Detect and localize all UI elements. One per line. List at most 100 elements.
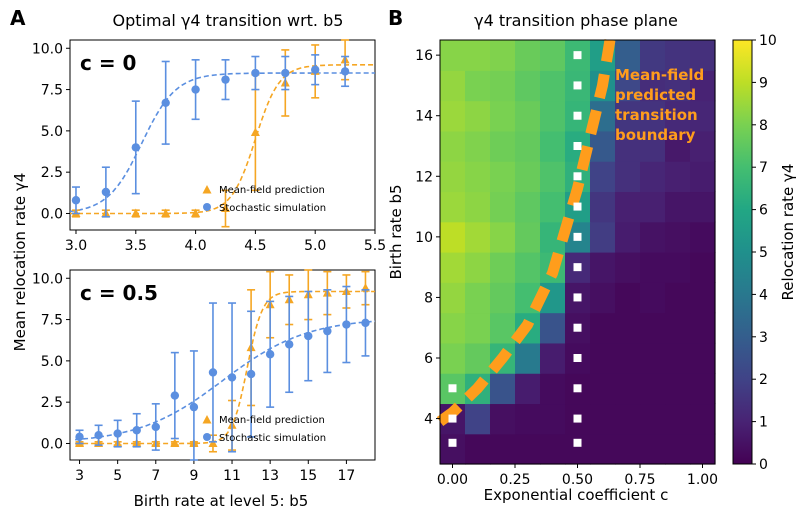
- colorbar-tick-label: 2: [759, 372, 768, 388]
- legend-label-mean-field: Mean-field prediction: [219, 415, 325, 426]
- heatmap-cell: [490, 252, 516, 283]
- data-point-stochastic: [304, 331, 313, 341]
- heatmap-cell: [615, 312, 641, 344]
- heatmap-cell: [590, 191, 616, 223]
- panel-a-top-plot: 0.0 2.5 5.0 7.5 10.0 3.0 3.5 4.0 4.5 5.0 5.5 c = 0 M…: [32, 39, 386, 254]
- panel-a-title: Optimal γ4 transition wrt. b5: [113, 11, 344, 30]
- simulation-point-marker: [573, 172, 582, 181]
- colorbar-label: Relocation rate γ4: [779, 164, 797, 301]
- heatmap-cell: [615, 130, 641, 162]
- colorbar-tick-label: 10: [759, 33, 777, 49]
- heatmap-cell: [540, 130, 566, 162]
- heatmap-cell: [590, 403, 616, 435]
- heatmap-cell: [665, 70, 691, 102]
- heatmap-cell: [490, 373, 516, 405]
- heatmap-cell: [515, 100, 541, 132]
- panel-label-a: A: [10, 6, 26, 30]
- x-tick-label: 3.5: [125, 238, 147, 254]
- plot-frame: [69, 39, 376, 231]
- heatmap-cell: [690, 221, 716, 253]
- panel-annotation: c = 0.5: [80, 281, 158, 305]
- simulation-point-marker: [448, 438, 457, 447]
- heatmap-cell: [615, 40, 641, 71]
- heatmap-cell: [640, 373, 666, 405]
- simulation-point-marker: [573, 414, 582, 423]
- y-tick-label: 4: [424, 412, 433, 428]
- heatmap-cell: [465, 100, 491, 132]
- heatmap-cell: [465, 221, 491, 253]
- colorbar-tick-label: 7: [759, 160, 768, 176]
- heatmap-cell: [465, 342, 491, 374]
- heatmap-cell: [640, 100, 666, 132]
- heatmap-cell: [640, 312, 666, 344]
- heatmap-cell: [615, 403, 641, 435]
- heatmap-cell: [515, 252, 541, 283]
- heatmap-cell: [590, 161, 616, 193]
- data-point-stochastic: [246, 369, 256, 379]
- simulation-point-marker: [573, 438, 582, 447]
- y-tick-label: 10.0: [32, 41, 63, 57]
- heatmap-cell: [640, 252, 666, 283]
- colorbar-tick-label: 1: [759, 415, 768, 431]
- colorbar-tick-label: 0: [759, 457, 768, 473]
- heatmap-cell: [465, 191, 491, 223]
- heatmap-cell: [465, 282, 491, 314]
- heatmap-cell: [615, 191, 641, 223]
- heatmap-cell: [465, 161, 491, 193]
- heatmap-cell: [640, 130, 666, 162]
- heatmap-cell: [540, 70, 566, 102]
- colorbar-tick-label: 8: [759, 118, 768, 134]
- heatmap-cell: [490, 191, 516, 223]
- data-point-mean-field: [250, 127, 260, 137]
- simulation-point-marker: [573, 51, 582, 60]
- heatmap-cell: [640, 221, 666, 253]
- data-point-mean-field: [131, 208, 141, 217]
- y-tick-label: 0.0: [41, 206, 63, 222]
- data-point-mean-field: [161, 208, 171, 217]
- heatmap-cell: [515, 161, 541, 193]
- panel-b-title: γ4 transition phase plane: [474, 11, 678, 30]
- y-tick-label: 8: [424, 290, 433, 306]
- heatmap-cell: [690, 252, 716, 283]
- x-tick-label: 5.0: [304, 238, 326, 254]
- boundary-annotation-line: transition: [615, 106, 698, 124]
- y-tick-label: 5.0: [41, 124, 63, 140]
- heatmap-cell: [490, 161, 516, 193]
- heatmap-cell: [615, 433, 641, 465]
- heatmap-cell: [615, 252, 641, 283]
- heatmap-cell: [540, 312, 566, 344]
- fit-curve-mean-field: [75, 290, 375, 445]
- data-point-stochastic: [342, 320, 351, 329]
- heatmap-cell: [615, 70, 641, 102]
- data-point-mean-field: [170, 438, 180, 447]
- legend-label-stochastic: Stochastic simulation: [219, 203, 326, 214]
- x-tick-label: 15: [299, 468, 317, 484]
- heatmap-cell: [665, 282, 691, 314]
- heatmap-cell: [640, 40, 666, 71]
- heatmap-cell: [540, 100, 566, 132]
- x-tick-label: 11: [223, 468, 241, 484]
- heatmap-cell: [590, 433, 616, 465]
- heatmap-cell: [665, 100, 691, 132]
- heatmap-cell: [490, 130, 516, 162]
- fit-curve-stochastic: [75, 320, 376, 441]
- data-point-stochastic: [151, 422, 160, 432]
- y-tick-label: 16: [415, 48, 433, 64]
- colorbar-bar: [732, 39, 753, 465]
- heatmap-cell: [515, 373, 541, 405]
- data-point-stochastic: [101, 187, 111, 197]
- heatmap-cell: [490, 312, 516, 344]
- heatmap-cell: [690, 130, 716, 162]
- heatmap-cell: [690, 312, 716, 344]
- simulation-point-marker: [573, 142, 582, 150]
- data-point-stochastic: [281, 68, 290, 78]
- heatmap-cell: [465, 403, 491, 435]
- x-tick-label: 3.0: [65, 238, 87, 254]
- panel-annotation: c = 0: [80, 51, 136, 75]
- data-point-stochastic: [227, 373, 237, 382]
- heatmap-cell: [540, 191, 566, 223]
- data-point-stochastic: [189, 402, 199, 412]
- panel-label-b: B: [388, 6, 403, 30]
- panel-b-ylabel: Birth rate b5: [387, 184, 405, 279]
